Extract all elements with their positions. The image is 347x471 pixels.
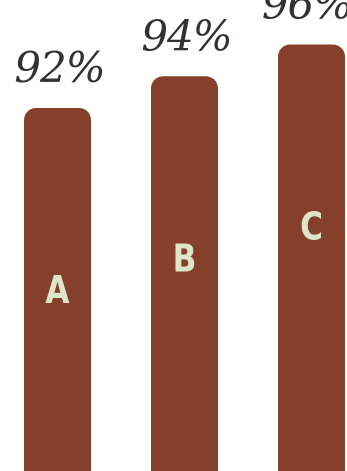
- bar-category-label-b: B: [173, 237, 197, 281]
- bar-a: [24, 108, 91, 471]
- bar-value-label-a: 92%: [14, 43, 104, 92]
- bars-group: A 92% B 94% C 96%: [14, 0, 347, 471]
- bar-category-label-a: A: [45, 269, 69, 313]
- bar-value-label-c: 96%: [262, 0, 347, 29]
- bar-c: [278, 44, 345, 471]
- bar-b: [151, 76, 218, 471]
- bar-category-label-c: C: [300, 206, 323, 250]
- bar-value-label-b: 94%: [141, 11, 231, 60]
